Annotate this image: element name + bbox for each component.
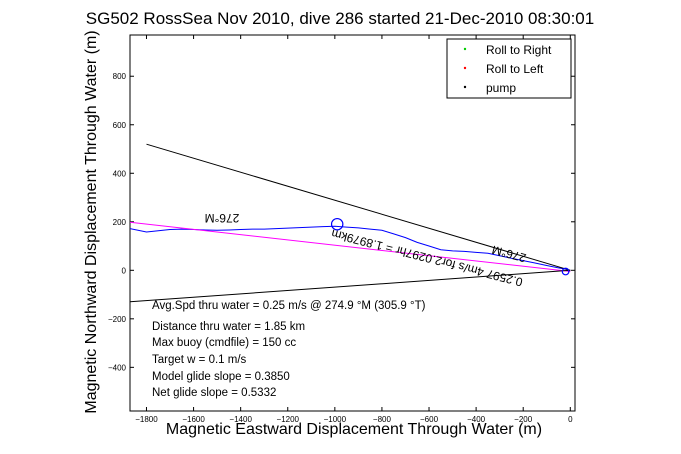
x-tick-label: 0 xyxy=(568,415,573,424)
y-tick-label: 600 xyxy=(113,121,127,130)
svg-text:276°M: 276°M xyxy=(205,211,240,225)
x-axis-title: Magnetic Eastward Displacement Through W… xyxy=(166,421,542,438)
y-axis-title: Magnetic Northward Displacement Through … xyxy=(83,30,100,413)
y-axis-ticks: −400 −200 0 200 400 600 800 xyxy=(108,72,575,372)
x-tick-label: −200 xyxy=(514,415,533,424)
note-target-w: Target w = 0.1 m/s xyxy=(152,354,247,366)
y-tick-label: 0 xyxy=(122,266,127,275)
legend: Roll to Right Roll to Left pump xyxy=(446,38,572,99)
legend-label-roll-right: Roll to Right xyxy=(486,43,552,57)
x-axis-ticks: −1800 −1600 −1400 −1200 −1000 −800 −600 −400 −20… xyxy=(135,35,573,424)
x-tick-label: −400 xyxy=(467,415,486,424)
x-tick-label: −1000 xyxy=(324,415,347,424)
x-tick-label: −1200 xyxy=(277,415,300,424)
y-tick-label: 200 xyxy=(113,218,127,227)
note-distance: Distance thru water = 1.85 km xyxy=(152,321,305,333)
chart-title: SG502 RossSea Nov 2010, dive 286 started… xyxy=(86,9,594,28)
x-tick-label: −800 xyxy=(373,415,392,424)
heading-label-west: 276°M xyxy=(205,211,240,225)
x-tick-label: −1800 xyxy=(135,415,158,424)
x-tick-label: −1600 xyxy=(182,415,205,424)
note-avg-speed: Avg.Spd thru water = 0.25 m/s @ 274.9 °M… xyxy=(152,300,426,312)
y-tick-label: 800 xyxy=(113,72,127,81)
y-axis-title-group: Magnetic Northward Displacement Through … xyxy=(83,30,100,413)
series-line-3 xyxy=(146,143,571,271)
dive-summary-notes: Avg.Spd thru water = 0.25 m/s @ 274.9 °M… xyxy=(152,300,426,399)
series-line-1 xyxy=(130,221,571,272)
note-model-glide: Model glide slope = 0.3850 xyxy=(152,371,290,383)
legend-label-roll-left: Roll to Left xyxy=(486,62,544,76)
track-loop-1 xyxy=(561,267,570,276)
y-tick-label: 400 xyxy=(113,169,127,178)
y-tick-label: −200 xyxy=(108,315,127,324)
legend-box xyxy=(446,38,572,99)
note-max-buoy: Max buoy (cmdfile) = 150 cc xyxy=(152,337,296,349)
series-line-0 xyxy=(130,225,571,271)
series-layer xyxy=(130,143,571,303)
y-tick-label: −400 xyxy=(108,363,127,372)
legend-marker-roll-left xyxy=(463,66,467,70)
legend-marker-pump xyxy=(463,85,467,89)
legend-label-pump: pump xyxy=(486,81,516,95)
track-loop-0 xyxy=(330,217,344,231)
series-line-2 xyxy=(130,269,571,303)
x-tick-label: −1400 xyxy=(229,415,252,424)
x-tick-label: −600 xyxy=(420,415,439,424)
legend-marker-roll-right xyxy=(463,47,467,51)
note-net-glide: Net glide slope = 0.5332 xyxy=(152,387,276,399)
